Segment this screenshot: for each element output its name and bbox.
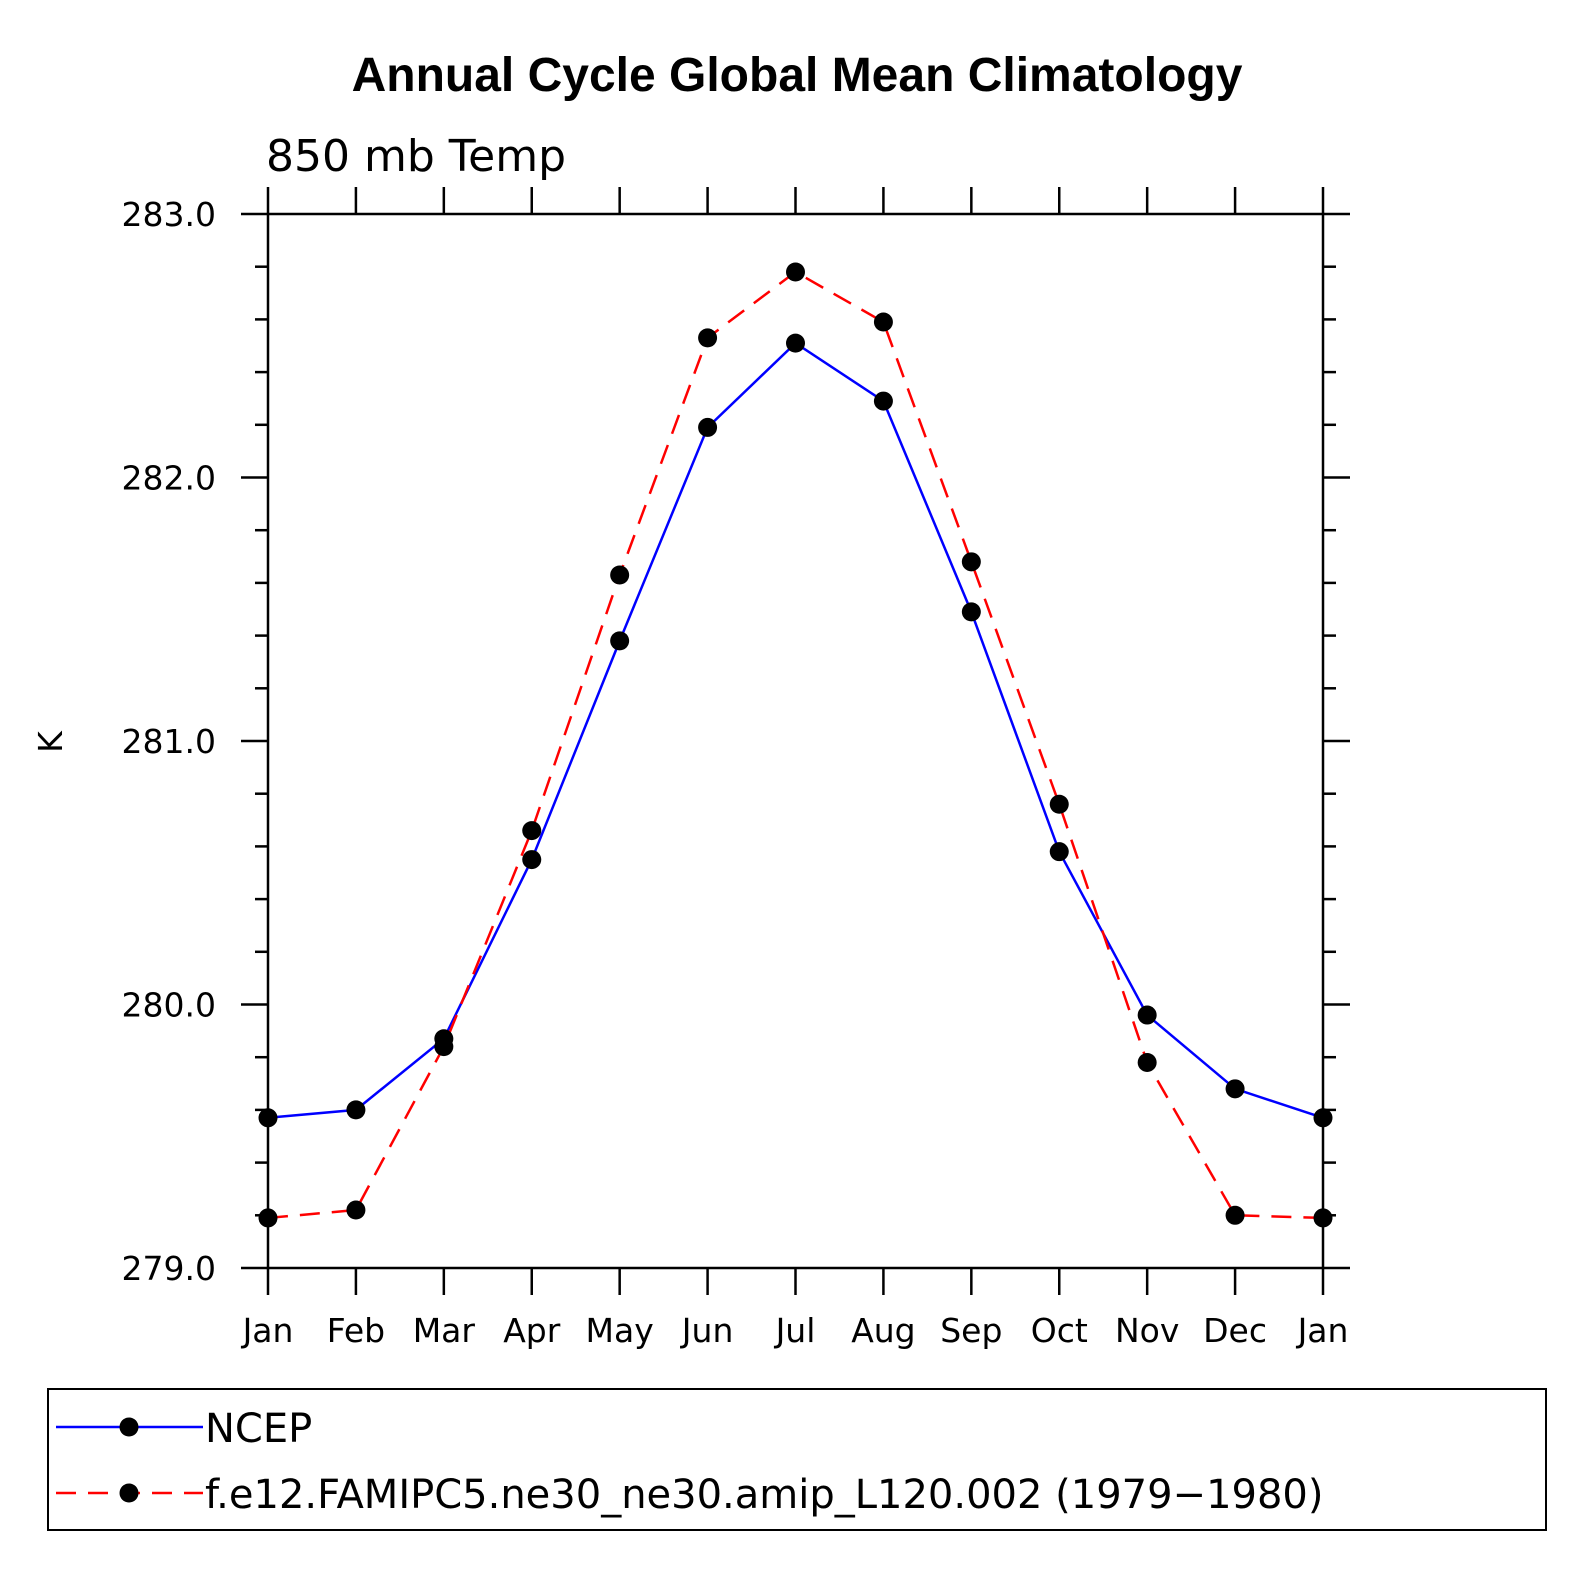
legend-label-ncep: NCEP xyxy=(205,1406,312,1452)
x-tick-label: Jun xyxy=(680,1311,734,1350)
series-line-ncep xyxy=(267,341,1324,1120)
x-tick-label: Jan xyxy=(1296,1311,1349,1350)
data-point-model xyxy=(522,821,542,841)
data-point-model xyxy=(434,1037,454,1057)
data-point-model xyxy=(610,565,630,585)
data-point-ncep xyxy=(1225,1079,1245,1099)
data-point-ncep xyxy=(1137,1005,1157,1025)
data-point-ncep xyxy=(1313,1108,1333,1128)
data-point-ncep xyxy=(610,631,630,651)
x-tick-label: Sep xyxy=(940,1311,1002,1350)
data-point-ncep xyxy=(961,602,981,622)
x-tick-label: May xyxy=(586,1311,654,1350)
plot-frame xyxy=(266,212,1325,1270)
y-tick-label: 279.0 xyxy=(122,1249,216,1288)
data-point-model xyxy=(873,312,893,332)
data-point-model xyxy=(1313,1208,1333,1228)
data-point-ncep xyxy=(786,333,805,353)
data-point-ncep xyxy=(1049,842,1069,862)
data-point-model xyxy=(698,328,718,348)
y-tick-label: 280.0 xyxy=(122,986,216,1025)
legend-label-model: f.e12.FAMIPC5.ne30_ne30.amip_L120.002 (1… xyxy=(205,1472,1323,1518)
x-tick-label: Dec xyxy=(1203,1311,1267,1350)
x-tick-label: Oct xyxy=(1031,1311,1088,1350)
plot-area: 279.0 280.0 281.0 282.0 283.0 Jan Feb Mar Apr May… xyxy=(122,187,1350,1350)
data-point-model xyxy=(346,1200,366,1220)
x-tick-label: Nov xyxy=(1115,1311,1179,1350)
x-tick-label: Jul xyxy=(774,1311,816,1350)
data-point-ncep xyxy=(258,1108,278,1128)
data-point-model xyxy=(258,1208,278,1228)
data-point-model xyxy=(1049,794,1069,814)
data-point-ncep xyxy=(698,417,718,437)
chart-title: Annual Cycle Global Mean Climatology xyxy=(352,49,1243,102)
legend-box xyxy=(47,1388,1547,1531)
legend-marker-ncep xyxy=(119,1417,139,1437)
y-tick-label: 282.0 xyxy=(122,459,216,498)
data-point-ncep xyxy=(522,850,542,870)
data-point-model xyxy=(786,262,805,282)
data-point-model xyxy=(1225,1205,1245,1225)
x-tick-label: Feb xyxy=(327,1311,385,1350)
x-tick-label: Jan xyxy=(241,1311,294,1350)
x-tick-label: Apr xyxy=(503,1311,561,1350)
legend: NCEP f.e12.FAMIPC5.ne30_ne30.amip_L120.00… xyxy=(47,1388,1547,1531)
data-point-ncep xyxy=(873,391,893,411)
y-tick-label: 283.0 xyxy=(122,195,216,234)
data-point-model xyxy=(961,552,981,572)
data-point-ncep xyxy=(346,1100,366,1120)
x-tick-label: Mar xyxy=(413,1311,476,1350)
series-line-model xyxy=(267,270,1324,1220)
legend-marker-model xyxy=(119,1483,139,1503)
x-tick-label: Aug xyxy=(851,1311,915,1350)
chart-subtitle: 850 mb Temp xyxy=(266,131,566,182)
y-axis-label: K xyxy=(31,730,70,753)
data-point-model xyxy=(1137,1052,1157,1072)
y-tick-label: 281.0 xyxy=(122,722,216,761)
